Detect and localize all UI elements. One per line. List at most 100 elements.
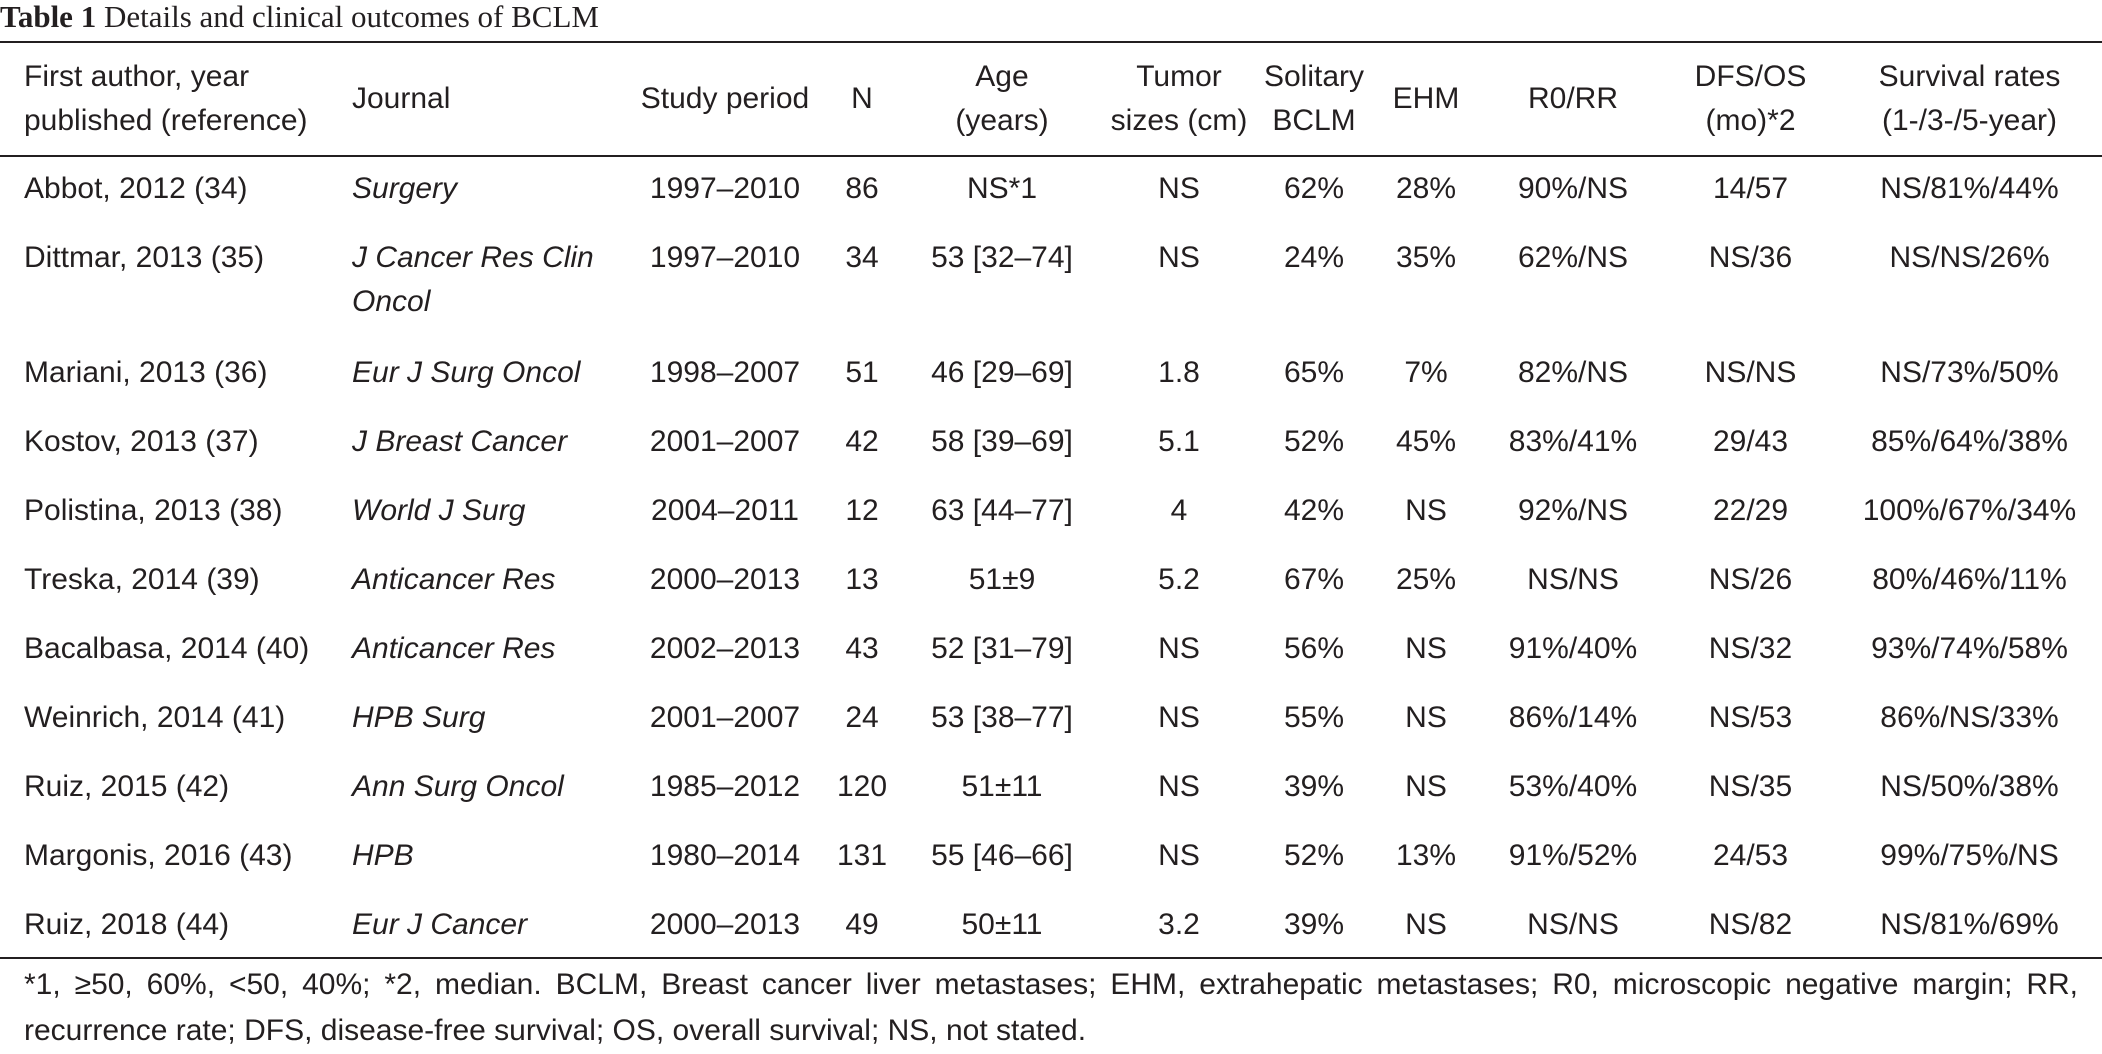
table-row: Abbot, 2012 (34) Surgery 1997–2010 86 NS… bbox=[0, 155, 2102, 224]
cell-r0-rr: 91%/40% bbox=[1508, 632, 1638, 665]
cell-survival: 86%/NS/33% bbox=[1880, 701, 2059, 734]
cell-survival: NS/81%/69% bbox=[1880, 908, 2059, 941]
cell-journal: Anticancer Res bbox=[352, 632, 556, 665]
header-dfs-os-line1: DFS/OS bbox=[1694, 60, 1807, 93]
cell-survival: NS/73%/50% bbox=[1880, 356, 2059, 389]
cell-r0-rr: 91%/52% bbox=[1508, 839, 1638, 872]
cell-journal: Anticancer Res bbox=[352, 563, 556, 596]
cell-tumor-size: NS bbox=[1158, 632, 1200, 665]
cell-author: Ruiz, 2015 (42) bbox=[24, 770, 230, 803]
cell-author: Kostov, 2013 (37) bbox=[24, 425, 259, 458]
header-journal: Journal bbox=[352, 82, 451, 115]
header-author-line2: published (reference) bbox=[24, 104, 308, 137]
cell-age: 63 [44–77] bbox=[931, 494, 1073, 527]
header-r0-rr: R0/RR bbox=[1527, 82, 1618, 115]
cell-author: Bacalbasa, 2014 (40) bbox=[24, 632, 310, 665]
cell-ehm: NS bbox=[1405, 908, 1447, 941]
cell-solitary: 39% bbox=[1283, 908, 1345, 941]
cell-journal: Eur J Cancer bbox=[352, 908, 528, 941]
cell-study-period: 1980–2014 bbox=[649, 839, 801, 872]
cell-age: 52 [31–79] bbox=[931, 632, 1073, 665]
header-author: First author, year published (reference) bbox=[0, 43, 352, 155]
header-survival-line2: (1-/3-/5-year) bbox=[1881, 104, 2058, 137]
table-body: Abbot, 2012 (34) Surgery 1997–2010 86 NS… bbox=[0, 155, 2102, 960]
cell-study-period: 2000–2013 bbox=[649, 563, 801, 596]
cell-ehm: NS bbox=[1405, 701, 1447, 734]
cell-ehm: 13% bbox=[1395, 839, 1457, 872]
cell-study-period: 2002–2013 bbox=[649, 632, 801, 665]
table-row: Kostov, 2013 (37) J Breast Cancer 2001–2… bbox=[0, 408, 2102, 477]
cell-n: 51 bbox=[845, 356, 879, 389]
table-bottom-rule bbox=[0, 957, 2102, 959]
table-top-rule bbox=[0, 41, 2102, 43]
header-author-line1: First author, year bbox=[24, 60, 250, 93]
cell-r0-rr: 83%/41% bbox=[1508, 425, 1638, 458]
cell-tumor-size: NS bbox=[1158, 172, 1200, 205]
cell-r0-rr: 92%/NS bbox=[1517, 494, 1629, 527]
cell-dfs-os: 22/29 bbox=[1712, 494, 1789, 527]
header-survival-line1: Survival rates bbox=[1878, 60, 2061, 93]
table-row: Dittmar, 2013 (35) J Cancer Res Clin Onc… bbox=[0, 224, 2102, 339]
cell-tumor-size: NS bbox=[1158, 770, 1200, 803]
cell-age: 53 [32–74] bbox=[931, 241, 1073, 274]
cell-ehm: 7% bbox=[1404, 356, 1448, 389]
header-study-period: Study period bbox=[640, 82, 810, 115]
cell-survival: 85%/64%/38% bbox=[1871, 425, 2068, 458]
cell-n: 120 bbox=[836, 770, 888, 803]
cell-age: 51±11 bbox=[961, 770, 1043, 803]
table-row: Treska, 2014 (39) Anticancer Res 2000–20… bbox=[0, 546, 2102, 615]
cell-solitary: 67% bbox=[1283, 563, 1345, 596]
cell-age: 55 [46–66] bbox=[931, 839, 1073, 872]
cell-study-period: 2004–2011 bbox=[651, 494, 799, 527]
cell-study-period: 2001–2007 bbox=[649, 701, 801, 734]
cell-dfs-os: 29/43 bbox=[1712, 425, 1789, 458]
cell-n: 131 bbox=[836, 839, 888, 872]
cell-study-period: 1997–2010 bbox=[649, 172, 801, 205]
cell-author: Ruiz, 2018 (44) bbox=[24, 908, 230, 941]
cell-n: 86 bbox=[845, 172, 879, 205]
cell-age: 51±9 bbox=[968, 563, 1036, 596]
cell-n: 49 bbox=[845, 908, 879, 941]
cell-age: 46 [29–69] bbox=[931, 356, 1073, 389]
cell-age: 58 [39–69] bbox=[931, 425, 1073, 458]
header-tumor-size: Tumor sizes (cm) bbox=[1100, 43, 1258, 155]
header-solitary-line2: BCLM bbox=[1272, 104, 1356, 137]
table-header-rule bbox=[0, 155, 2102, 157]
table-header: First author, year published (reference)… bbox=[0, 43, 2102, 155]
cell-ehm: 35% bbox=[1395, 241, 1457, 274]
cell-ehm: NS bbox=[1405, 770, 1447, 803]
cell-dfs-os: NS/36 bbox=[1708, 241, 1793, 274]
cell-dfs-os: 14/57 bbox=[1712, 172, 1789, 205]
table-row: Mariani, 2013 (36) Eur J Surg Oncol 1998… bbox=[0, 339, 2102, 408]
table-caption-label: Table 1 bbox=[0, 0, 97, 34]
cell-survival: 80%/46%/11% bbox=[1872, 563, 2067, 596]
cell-survival: 99%/75%/NS bbox=[1880, 839, 2059, 872]
header-dfs-os-line2: (mo)*2 bbox=[1705, 104, 1796, 137]
cell-r0-rr: 90%/NS bbox=[1517, 172, 1629, 205]
cell-solitary: 42% bbox=[1283, 494, 1345, 527]
cell-ehm: 25% bbox=[1395, 563, 1457, 596]
table-caption-title: Details and clinical outcomes of BCLM bbox=[103, 0, 599, 34]
cell-solitary: 55% bbox=[1283, 701, 1345, 734]
cell-dfs-os: 24/53 bbox=[1712, 839, 1789, 872]
cell-n: 13 bbox=[845, 563, 879, 596]
cell-r0-rr: 82%/NS bbox=[1517, 356, 1629, 389]
header-solitary-line1: Solitary bbox=[1263, 60, 1365, 93]
header-ehm: EHM bbox=[1392, 82, 1460, 115]
cell-study-period: 2001–2007 bbox=[649, 425, 801, 458]
cell-solitary: 65% bbox=[1283, 356, 1345, 389]
table-row: Margonis, 2016 (43) HPB 1980–2014 131 55… bbox=[0, 822, 2102, 891]
cell-dfs-os: NS/35 bbox=[1708, 770, 1793, 803]
table-row: Ruiz, 2015 (42) Ann Surg Oncol 1985–2012… bbox=[0, 753, 2102, 822]
cell-tumor-size: NS bbox=[1158, 839, 1200, 872]
cell-tumor-size: 3.2 bbox=[1158, 908, 1200, 941]
cell-journal: J Breast Cancer bbox=[352, 425, 568, 458]
cell-study-period: 1998–2007 bbox=[649, 356, 801, 389]
cell-survival: NS/81%/44% bbox=[1880, 172, 2059, 205]
cell-author: Weinrich, 2014 (41) bbox=[24, 701, 286, 734]
cell-solitary: 52% bbox=[1283, 839, 1345, 872]
cell-author: Margonis, 2016 (43) bbox=[24, 839, 293, 872]
cell-ehm: NS bbox=[1405, 494, 1447, 527]
cell-author: Abbot, 2012 (34) bbox=[24, 172, 248, 205]
header-tumor-line1: Tumor bbox=[1136, 60, 1222, 93]
